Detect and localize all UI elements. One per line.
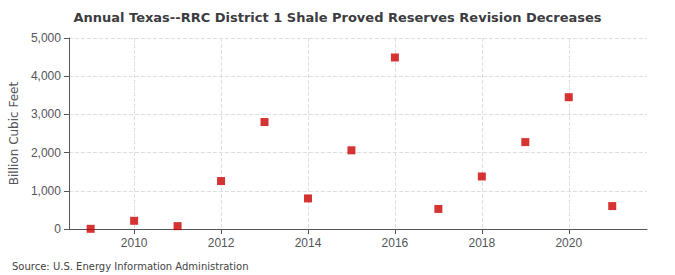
svg-text:Billion Cubic Feet: Billion Cubic Feet bbox=[7, 82, 21, 186]
svg-text:2,000: 2,000 bbox=[31, 146, 61, 160]
svg-text:1,000: 1,000 bbox=[31, 184, 61, 198]
svg-text:Source: U.S. Energy Informatio: Source: U.S. Energy Information Administ… bbox=[12, 261, 249, 272]
svg-text:2012: 2012 bbox=[208, 236, 235, 250]
svg-text:2016: 2016 bbox=[382, 236, 409, 250]
svg-text:4,000: 4,000 bbox=[31, 69, 61, 83]
svg-text:0: 0 bbox=[54, 222, 61, 236]
svg-text:Annual Texas--RRC District 1 S: Annual Texas--RRC District 1 Shale Prove… bbox=[73, 10, 601, 25]
svg-text:3,000: 3,000 bbox=[31, 107, 61, 121]
svg-text:2018: 2018 bbox=[468, 236, 495, 250]
svg-text:2010: 2010 bbox=[121, 236, 148, 250]
svg-text:2020: 2020 bbox=[555, 236, 582, 250]
svg-text:2014: 2014 bbox=[295, 236, 322, 250]
svg-text:5,000: 5,000 bbox=[31, 31, 61, 45]
